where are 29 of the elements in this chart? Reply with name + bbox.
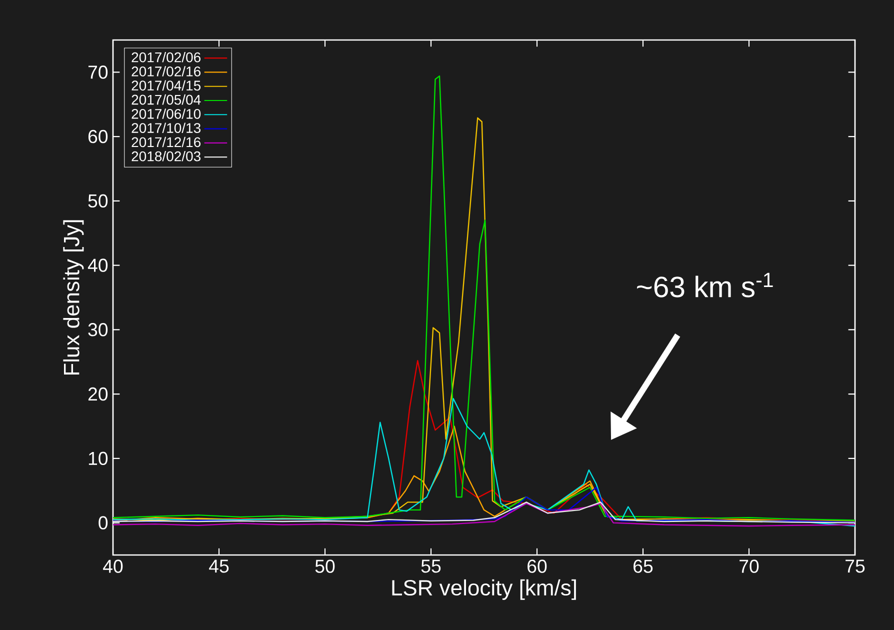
y-tick-label: 50 [88, 194, 108, 208]
legend-label: 2017/12/16 [132, 136, 201, 148]
x-axis-title: LSR velocity [km/s] [392, 579, 576, 600]
legend-label: 2017/05/04 [132, 94, 201, 105]
line-series [113, 502, 855, 527]
x-tick-label: 70 [740, 560, 759, 573]
x-tick-label: 75 [846, 560, 865, 573]
legend-label: 2017/02/16 [132, 66, 201, 76]
y-tick-label: 40 [88, 258, 108, 272]
x-tick-label: 45 [209, 560, 229, 573]
y-tick-label: 30 [88, 323, 108, 336]
x-tick-label: 55 [421, 560, 441, 573]
y-tick-label: 0 [98, 516, 108, 530]
y-axis-title: Flux density [Jy] [63, 220, 84, 375]
legend-label: 2017/02/06 [132, 52, 201, 62]
x-tick-label: 60 [528, 560, 547, 573]
y-tick-label: 10 [88, 452, 108, 466]
y-tick-label: 20 [88, 387, 108, 401]
x-tick-label: 40 [103, 560, 123, 573]
line-series [113, 502, 855, 524]
legend-label: 2017/04/15 [132, 80, 201, 91]
legend-label: 2017/06/10 [132, 108, 201, 119]
x-tick-label: 65 [634, 560, 653, 573]
y-tick-label: 70 [88, 66, 108, 79]
legend-label: 2017/10/13 [132, 122, 201, 133]
y-tick-label: 60 [88, 130, 108, 144]
annotation: ~63 km s$^{-1}$ [637, 272, 773, 298]
x-tick-label: 50 [315, 560, 335, 573]
legend-label: 2018/02/03 [132, 151, 201, 162]
